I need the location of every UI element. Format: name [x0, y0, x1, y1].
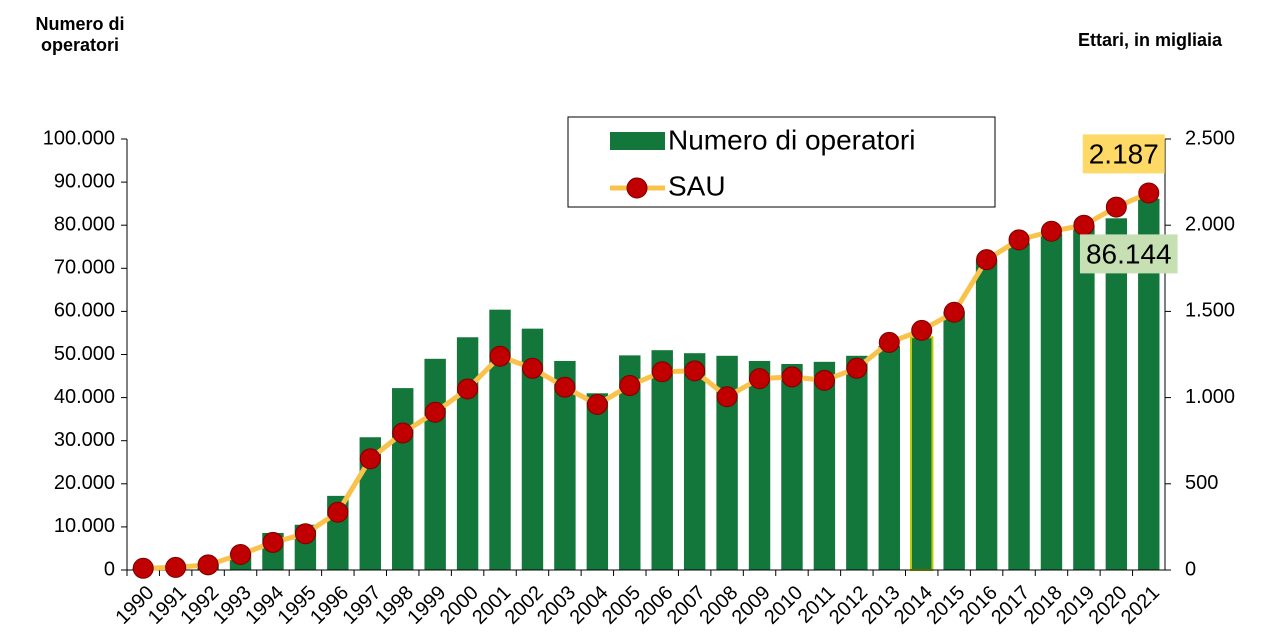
marker	[392, 422, 414, 444]
marker	[294, 523, 316, 545]
bar	[521, 328, 544, 570]
bar	[943, 311, 965, 570]
marker	[457, 378, 479, 400]
marker	[878, 331, 900, 353]
marker	[619, 375, 641, 397]
bar	[619, 355, 641, 570]
line	[143, 190, 1150, 571]
marker	[651, 361, 673, 383]
marker	[1040, 220, 1062, 242]
marker	[554, 376, 576, 398]
marker	[489, 345, 511, 367]
data-label-text: 2.187	[1089, 138, 1159, 169]
legend-label: Numero di operatori	[668, 124, 915, 155]
y2-tick-label: 0	[1185, 558, 1196, 580]
marker	[1008, 229, 1030, 251]
data-label-text: 86.144	[1086, 238, 1172, 269]
data-label: 2.187	[1082, 134, 1165, 174]
marker	[813, 369, 835, 391]
data-label-box	[1079, 234, 1178, 274]
y-tick-label: 70.000	[54, 257, 115, 279]
marker	[846, 357, 868, 379]
bar	[554, 360, 576, 570]
bar	[878, 345, 900, 570]
bar	[846, 355, 868, 570]
bar	[1073, 225, 1095, 570]
y-tick-label: 0	[104, 558, 115, 580]
marker	[1138, 182, 1160, 204]
marker	[1073, 214, 1095, 236]
y2-tick-label: 1.500	[1185, 300, 1235, 322]
x-tick-label: 2021	[1117, 582, 1164, 629]
bar	[683, 353, 706, 570]
bar	[975, 259, 998, 570]
y-tick-label: 90.000	[54, 170, 115, 192]
marker	[165, 556, 187, 578]
y-tick-label: 40.000	[54, 386, 115, 408]
marker	[943, 301, 965, 323]
y2-tick-label: 1.000	[1185, 386, 1235, 408]
marker	[424, 401, 446, 423]
marker	[359, 448, 381, 470]
bar	[1008, 242, 1030, 570]
data-label-box	[1082, 134, 1165, 174]
y-tick-label: 20.000	[54, 472, 115, 494]
marker	[132, 557, 154, 579]
marker	[230, 543, 252, 565]
bar	[781, 363, 803, 570]
bar	[748, 360, 771, 570]
y2-tick-label: 2.500	[1185, 127, 1235, 149]
y2-axis-title: Ettari, in migliaia	[1077, 30, 1223, 50]
bar	[586, 393, 609, 570]
bar	[1040, 233, 1063, 570]
bar	[456, 337, 479, 570]
y-tick-label: 30.000	[54, 429, 115, 451]
marker	[749, 368, 771, 390]
marker	[976, 249, 998, 271]
bar	[716, 355, 738, 570]
y2-tick-label: 2.000	[1185, 213, 1235, 235]
y-tick-label: 10.000	[54, 515, 115, 537]
marker	[521, 357, 543, 379]
y-tick-label: 50.000	[54, 343, 115, 365]
bar	[1105, 218, 1128, 570]
bar	[651, 350, 673, 570]
y-tick-label: 60.000	[54, 300, 115, 322]
data-label: 86.144	[1079, 234, 1178, 274]
y2-tick-label: 500	[1185, 472, 1218, 494]
marker	[781, 366, 803, 388]
bar	[813, 361, 836, 570]
marker	[684, 360, 706, 382]
legend-marker	[626, 177, 648, 199]
marker	[262, 531, 284, 553]
legend-label: SAU	[668, 170, 726, 201]
bar	[489, 309, 511, 570]
marker	[327, 501, 349, 523]
marker	[911, 319, 933, 341]
y-tick-label: 80.000	[54, 213, 115, 235]
bar	[910, 336, 934, 572]
bar	[392, 388, 414, 570]
bar	[1138, 198, 1160, 570]
y-axis-title: Numero di operatori	[35, 14, 125, 55]
legend-swatch	[610, 132, 665, 150]
bar	[424, 358, 446, 570]
marker	[716, 386, 738, 408]
marker	[197, 554, 219, 576]
marker	[1105, 196, 1127, 218]
marker	[586, 393, 608, 415]
y-tick-label: 100.000	[43, 127, 115, 149]
